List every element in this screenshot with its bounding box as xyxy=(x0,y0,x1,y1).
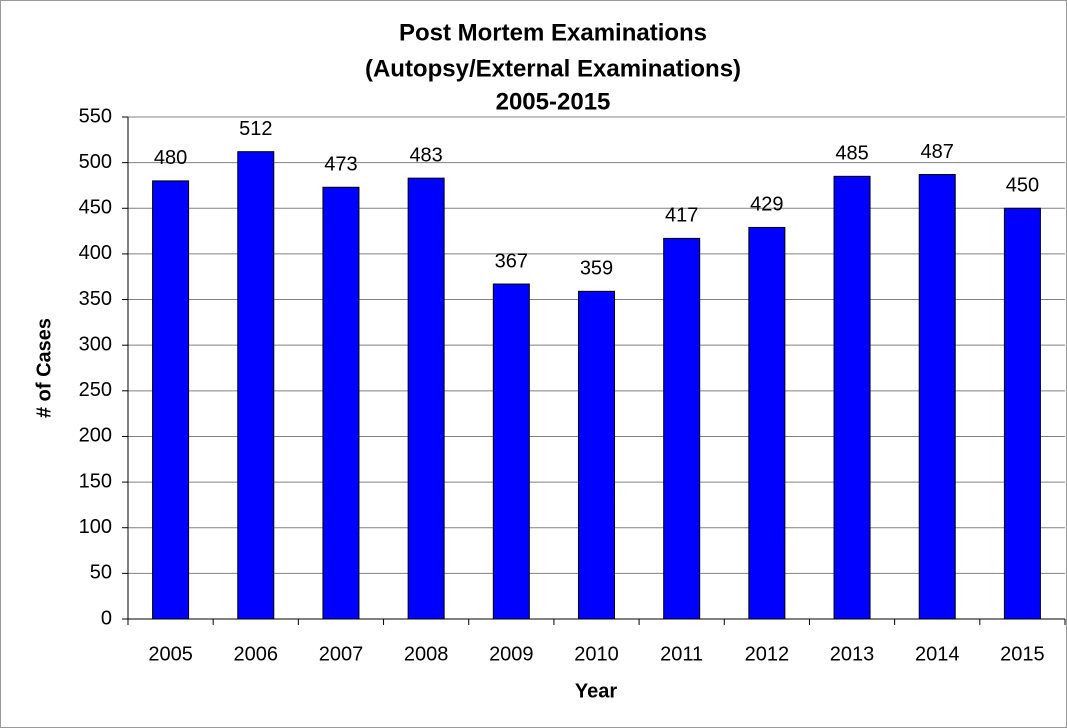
y-tick-label: 150 xyxy=(79,470,112,492)
bar xyxy=(492,283,530,620)
y-tick-label: 350 xyxy=(79,288,112,310)
bar xyxy=(663,237,701,620)
data-label: 429 xyxy=(750,194,783,216)
y-tick-label: 250 xyxy=(79,379,112,401)
y-tick-label: 50 xyxy=(90,562,112,584)
bar xyxy=(833,175,871,620)
y-tick-label: 200 xyxy=(79,425,112,447)
bar xyxy=(748,226,786,620)
y-axis-title: # of Cases xyxy=(33,318,55,418)
data-label: 480 xyxy=(154,147,187,169)
x-tick-label: 2007 xyxy=(319,643,364,665)
bar xyxy=(322,186,360,620)
chart-title: Post Mortem Examinations xyxy=(399,19,707,46)
x-tick-label: 2010 xyxy=(574,643,619,665)
bar xyxy=(407,177,445,620)
y-tick-label: 100 xyxy=(79,516,112,538)
x-tick-label: 2014 xyxy=(915,643,960,665)
x-tick-label: 2008 xyxy=(404,643,449,665)
data-label: 359 xyxy=(580,258,613,280)
data-label: 487 xyxy=(921,141,954,163)
y-tick-label: 300 xyxy=(79,333,112,355)
data-label: 367 xyxy=(495,250,528,272)
data-label: 473 xyxy=(324,154,357,176)
x-tick-label: 2013 xyxy=(830,643,875,665)
data-label: 512 xyxy=(239,118,272,140)
bar xyxy=(1003,207,1041,620)
data-label: 485 xyxy=(835,143,868,165)
y-tick-label: 0 xyxy=(101,607,112,629)
bar xyxy=(578,290,615,620)
x-tick-label: 2005 xyxy=(148,643,193,665)
bar xyxy=(237,151,275,620)
chart-subtitle: (Autopsy/External Examinations) xyxy=(365,55,741,82)
y-tick-label: 400 xyxy=(79,242,112,264)
x-tick-label: 2012 xyxy=(745,643,790,665)
chart-subtitle: 2005-2015 xyxy=(496,88,611,115)
x-axis-title: Year xyxy=(575,680,617,702)
y-tick-label: 550 xyxy=(79,105,112,127)
x-tick-label: 2009 xyxy=(489,643,534,665)
x-tick-label: 2011 xyxy=(660,643,703,665)
y-tick-label: 500 xyxy=(79,151,112,173)
data-label: 483 xyxy=(409,144,442,166)
y-tick-label: 450 xyxy=(79,197,112,219)
x-tick-label: 2015 xyxy=(1000,643,1045,665)
bar xyxy=(152,180,190,620)
data-label: 417 xyxy=(665,205,698,227)
data-label: 450 xyxy=(1006,175,1039,197)
x-tick-label: 2006 xyxy=(234,643,279,665)
bar xyxy=(918,174,956,620)
